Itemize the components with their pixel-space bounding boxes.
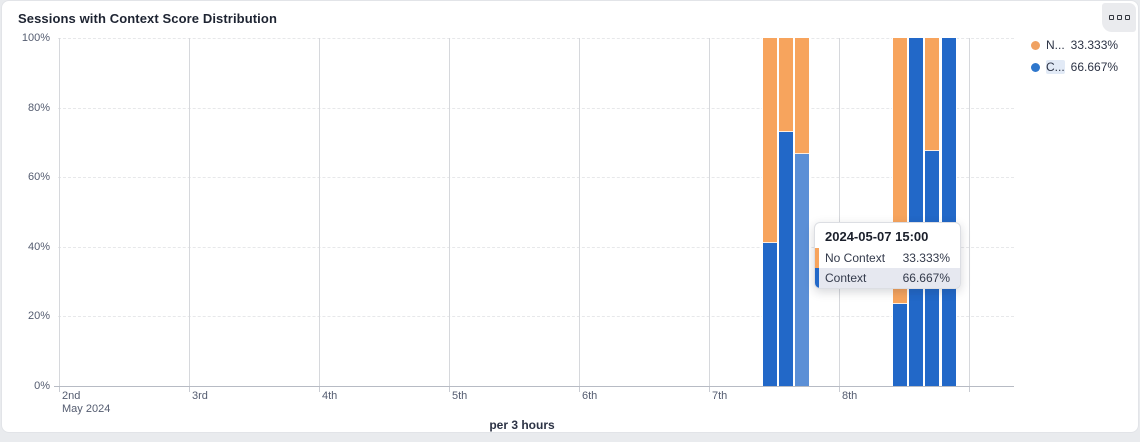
grid-squares-icon [1108,15,1114,20]
tooltip-series-label: Context [825,271,867,285]
stacked-bar[interactable] [924,38,941,386]
x-axis-line [54,386,1014,387]
chart-tooltip: 2024-05-07 15:00 No Context 33.333% Contex… [814,222,961,289]
tooltip-series-value: 66.667% [902,271,950,285]
y-axis-gridline [58,316,1014,318]
x-axis-gridline [839,38,840,386]
x-axis-tick-label: 4th [322,390,338,402]
y-axis-tick-label: 20% [27,310,50,323]
y-axis-tick-label: 40% [27,240,50,253]
chart-card: Sessions with Context Score Distribution… [1,0,1139,433]
tooltip-series-stripe [815,268,819,288]
x-axis-gridline [319,38,320,386]
chart-plot-area: per 3 hours 0% 20% 40% 60% 80% 100% 2nd 3rd 4th 5… [2,1,1138,432]
y-axis-gridline [58,107,1014,109]
bar-segment-context[interactable] [909,38,924,386]
y-axis-tick-label: 0% [34,380,50,392]
x-axis-gridline [59,38,60,386]
y-axis-tick-label: 100% [21,32,50,44]
x-axis-tick-label: 2nd [62,390,81,402]
x-axis-tick-label: 3rd [192,390,208,402]
tooltip-series-value: 33.333% [902,251,950,265]
x-axis-tick-label: 6th [582,390,598,402]
bar-segment-context[interactable] [795,153,810,386]
grid-squares-icon [1124,15,1130,20]
x-axis-tick [319,386,320,392]
legend-item[interactable]: N... 33.333% [1031,38,1131,52]
x-axis-tick-label: 7th [712,390,728,402]
x-axis-gridline [579,38,580,386]
x-axis-title: per 3 hours [489,418,555,432]
x-axis-gridline [969,38,970,386]
y-axis-tick-label: 60% [27,171,50,184]
legend-series-percent: 66.667% [1070,60,1119,74]
stacked-bar[interactable] [908,38,925,386]
stacked-bar[interactable] [778,38,795,386]
x-axis-tick [59,386,60,392]
x-axis-tick [969,386,970,392]
bar-segment-no-context[interactable] [779,38,794,132]
stacked-bar[interactable] [761,38,778,386]
tooltip-row: No Context 33.333% [815,248,960,268]
stacked-bar[interactable] [891,38,908,386]
bar-segment-context[interactable] [941,38,956,386]
bar-segment-no-context[interactable] [925,38,940,152]
legend-series-percent: 33.333% [1070,38,1119,52]
tooltip-series-stripe [815,248,819,268]
bar-segment-no-context[interactable] [762,38,777,244]
chart-legend: N... 33.333% C... 66.667% [1031,38,1131,82]
x-axis-tick [839,386,840,392]
tooltip-row: Context 66.667% [815,268,960,288]
x-axis-gridline [449,38,450,386]
x-axis-month-label: May 2024 [62,403,111,415]
x-axis-tick-label: 5th [452,390,468,402]
legend-dot-icon [1031,62,1040,72]
stacked-bar[interactable] [794,38,811,386]
legend-series-name: N... [1046,38,1065,52]
legend-item[interactable]: C... 66.667% [1031,60,1131,74]
card-actions-button[interactable] [1102,3,1136,32]
grid-squares-icon [1116,15,1122,20]
bar-segment-context[interactable] [779,131,794,386]
x-axis-gridline [709,38,710,386]
y-axis-gridline [58,177,1014,179]
y-axis-tick-label: 80% [27,101,50,114]
legend-series-name: C... [1046,60,1065,74]
bar-segment-context[interactable] [892,304,907,386]
x-axis-tick-label: 8th [842,390,858,402]
stacked-bar[interactable] [940,38,957,386]
x-axis-tick [449,386,450,392]
chart-title: Sessions with Context Score Distribution [18,11,277,26]
tooltip-rows: No Context 33.333% Context 66.667% [815,248,960,288]
y-axis-gridline [58,246,1014,248]
legend-dot-icon [1031,40,1040,50]
bar-segment-no-context[interactable] [795,38,810,154]
y-axis-gridline [58,38,1014,39]
x-axis-gridline [189,38,190,386]
tooltip-title: 2024-05-07 15:00 [825,229,929,244]
bar-segment-context[interactable] [762,243,777,386]
tooltip-series-label: No Context [825,251,886,265]
x-axis-tick [709,386,710,392]
x-axis-tick [579,386,580,392]
x-axis-tick [189,386,190,392]
